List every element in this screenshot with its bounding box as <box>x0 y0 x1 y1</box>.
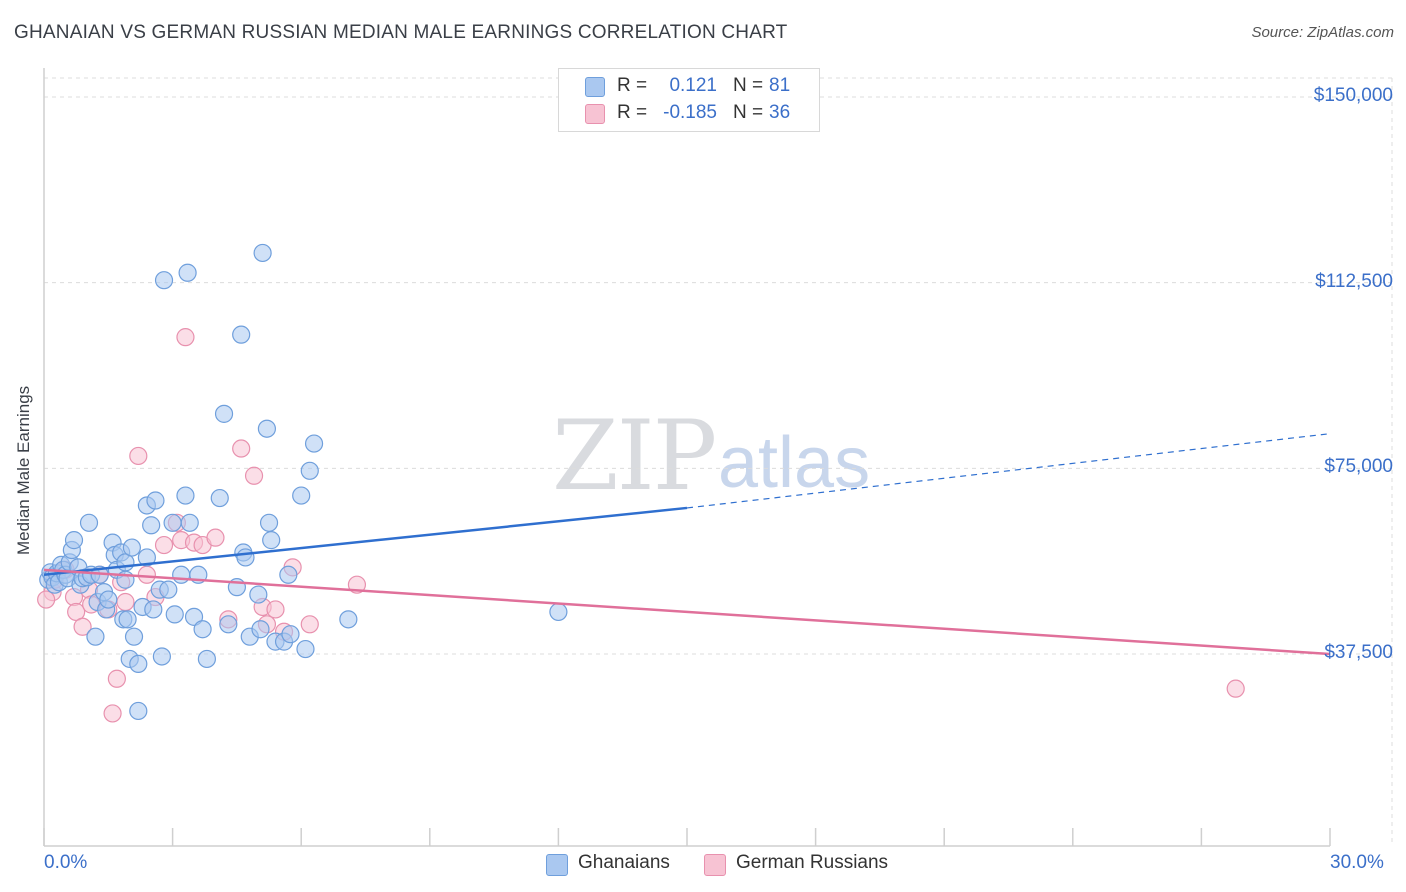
ghanaians-point <box>232 325 251 344</box>
ghanaians-point <box>197 649 216 669</box>
n-label: N = <box>733 75 764 96</box>
ghanaians-point <box>152 647 171 666</box>
ghanaians-point <box>122 538 141 557</box>
ghanaians-point <box>137 548 156 567</box>
ghanaians-point <box>214 404 234 423</box>
ghanaians-point <box>180 513 199 532</box>
ghanaians-point <box>165 605 184 624</box>
legend-swatch-blue <box>585 77 605 97</box>
correlation-legend: R = 0.121 N = 81 R = -0.185 N = 36 <box>558 68 820 132</box>
r-value: 0.121 <box>669 75 717 96</box>
ghanaians-point <box>159 580 178 599</box>
ghanaians-point <box>154 271 174 290</box>
ghanaians-point <box>257 419 277 438</box>
chart-title: GHANAIAN VS GERMAN RUSSIAN MEDIAN MALE E… <box>14 22 788 43</box>
ghanaians-point <box>304 434 324 453</box>
german-russians-point <box>300 615 319 634</box>
n-label: N = <box>733 102 764 123</box>
ghanaians-point <box>184 607 204 626</box>
german-russians-point <box>206 528 225 547</box>
x-tick-label-max: 30.0% <box>1330 852 1384 873</box>
ghanaians-point <box>129 701 148 721</box>
grid-lines <box>44 77 1393 846</box>
y-tick-label: $37,500 <box>1324 642 1393 663</box>
ghanaians-point <box>193 620 212 639</box>
y-tick-label: $150,000 <box>1313 85 1393 106</box>
legend-label: Ghanaians <box>578 852 670 873</box>
german-russians-point <box>1226 679 1245 698</box>
ghanaians-point <box>118 610 137 629</box>
r-value: -0.185 <box>663 102 717 123</box>
german-russians-point <box>129 446 148 466</box>
ghanaians-point <box>249 585 268 604</box>
ghanaians-point <box>210 488 229 508</box>
trend-lines <box>43 433 1331 656</box>
legend-swatch-blue <box>546 854 568 876</box>
ghanaians-point <box>142 516 161 535</box>
ghanaians-point <box>296 639 315 659</box>
ghanaians-point <box>163 513 182 532</box>
r-label: R = <box>617 102 648 123</box>
ghanaians-point <box>178 263 197 282</box>
ghanaians-point <box>262 531 281 550</box>
ghanaians-point <box>64 531 84 550</box>
german-russians-point <box>266 600 285 619</box>
ghanaians-point <box>146 491 165 510</box>
legend-label: German Russians <box>736 852 889 873</box>
german-russians-point <box>73 617 92 636</box>
ghanaians-point <box>99 590 118 609</box>
n-value: 81 <box>769 75 791 96</box>
ghanaians-point <box>124 627 144 646</box>
ghanaians-point <box>300 461 319 480</box>
legend-swatch-pink <box>704 854 726 876</box>
ghanaians-point <box>292 486 311 505</box>
ghanaians-point <box>176 486 195 505</box>
ghanaians-trend-line <box>43 506 688 577</box>
german-russians-point <box>232 439 251 458</box>
ghanaians-point <box>279 565 298 584</box>
ghanaians-point <box>129 654 148 674</box>
legend-swatch-pink <box>585 104 605 124</box>
ghanaians-point <box>251 620 270 639</box>
ghanaians-point <box>219 615 238 634</box>
ghanaians-point <box>549 602 568 622</box>
german-russians-point <box>244 466 264 485</box>
ghanaians-points <box>39 243 568 721</box>
ghanaians-point <box>236 548 255 567</box>
german-russians-point <box>103 704 122 723</box>
ghanaians-trend-extension <box>686 433 1331 509</box>
german-russians-points <box>37 328 1245 723</box>
german-russians-point <box>37 590 56 609</box>
german-russians-trend-line <box>43 568 1331 656</box>
ghanaians-point <box>144 600 163 619</box>
source-label: Source: ZipAtlas.com <box>1251 24 1394 41</box>
watermark-zip: ZIP <box>552 400 717 512</box>
ghanaians-point <box>253 243 272 263</box>
y-tick-label: $75,000 <box>1324 456 1393 478</box>
ghanaians-point <box>172 565 191 584</box>
y-tick-label: $112,500 <box>1315 270 1393 292</box>
ghanaians-point <box>339 610 358 629</box>
axes <box>43 68 1331 847</box>
ghanaians-point <box>281 625 300 644</box>
german-russians-point <box>137 565 156 584</box>
german-russians-point <box>154 535 174 555</box>
german-russians-point <box>176 328 195 347</box>
ghanaians-point <box>259 513 279 532</box>
ghanaians-point <box>86 627 105 646</box>
y-axis-label: Median Male Earnings <box>14 385 33 555</box>
n-value: 36 <box>769 102 791 123</box>
german-russians-point <box>116 592 135 612</box>
r-label: R = <box>617 75 648 96</box>
x-tick-label-min: 0.0% <box>44 852 88 873</box>
german-russians-point <box>107 669 126 688</box>
ghanaians-point <box>79 513 99 532</box>
